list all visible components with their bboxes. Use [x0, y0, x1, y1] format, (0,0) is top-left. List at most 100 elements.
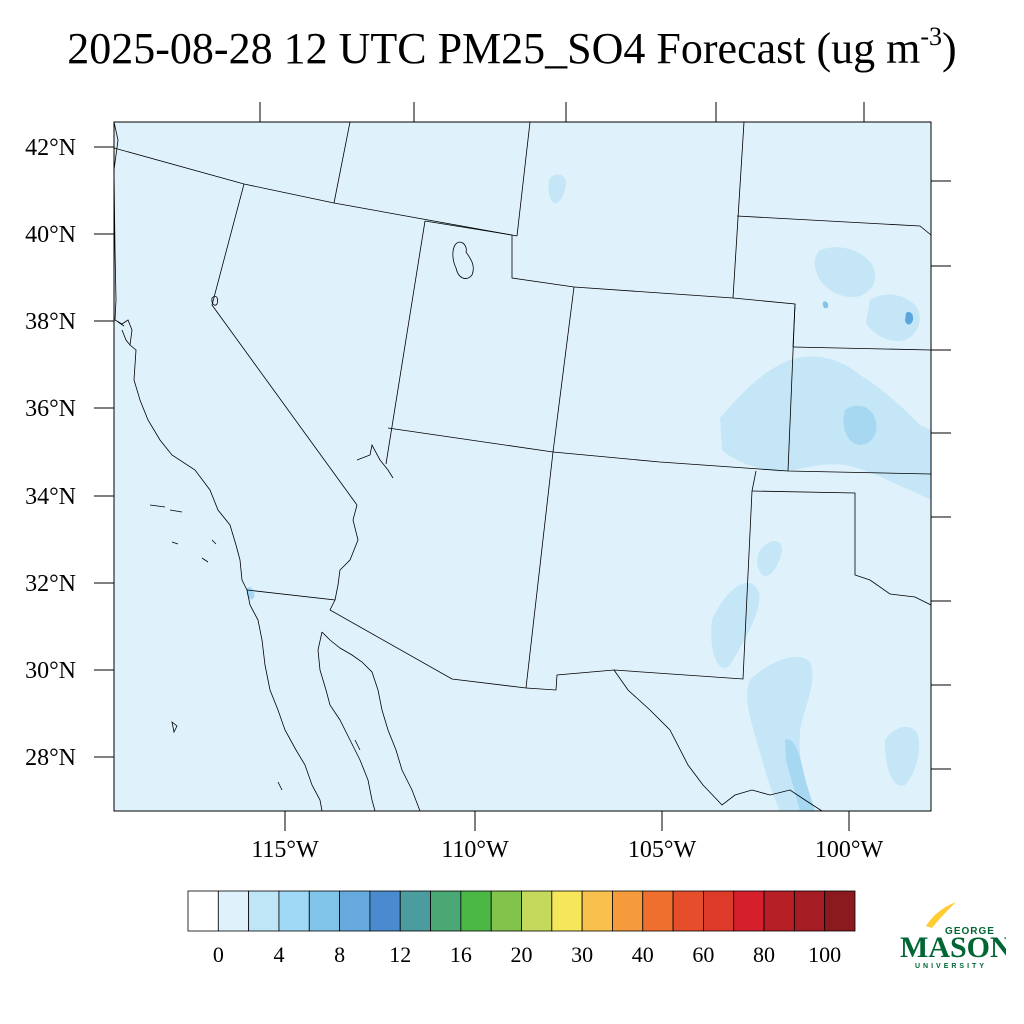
great-salt-lake — [452, 241, 474, 279]
colorbar-swatch — [430, 890, 462, 932]
border-co-nm — [552, 451, 931, 475]
colorbar-label: 60 — [692, 942, 714, 967]
colorbar-swatch — [308, 890, 340, 932]
gmu-logo: GEORGE MASON UNIVERSITY — [900, 902, 1006, 970]
colorbar-swatch — [763, 890, 795, 932]
border-nv-ut — [385, 220, 426, 465]
colorbar-swatch — [642, 890, 674, 932]
lat-label-42n: 42°N — [25, 135, 76, 161]
border-ut-co — [552, 286, 575, 453]
lon-label-110w: 110°W — [441, 837, 509, 863]
shade-region-ok — [843, 405, 877, 445]
colorbar-swatch — [612, 890, 644, 932]
lat-label-34n: 34°N — [25, 484, 76, 510]
colorbar-swatch — [703, 890, 735, 932]
lon-label-100w: 100°W — [815, 837, 884, 863]
bottom-ticks — [284, 811, 850, 831]
title-text: 2025-08-28 12 UTC PM25_SO4 Forecast (ug … — [67, 24, 921, 73]
border-wy-sd — [732, 122, 745, 299]
map-frame — [113, 121, 932, 812]
border-az-ca — [334, 504, 359, 601]
shade-region-texas-east — [884, 726, 920, 786]
colorbar-swatch — [278, 890, 310, 932]
colorbar-swatch — [399, 890, 431, 932]
colorbar-label: 80 — [753, 942, 775, 967]
lat-label-38n: 38°N — [25, 309, 76, 335]
gmu-logo-george: GEORGE — [945, 926, 995, 937]
shade-region-nm-streak — [711, 582, 760, 668]
colorbar-swatch — [490, 890, 522, 932]
river-colorado — [356, 443, 394, 479]
border-ut-az — [387, 427, 554, 453]
page-title: 2025-08-28 12 UTC PM25_SO4 Forecast (ug … — [0, 22, 1024, 74]
colorbar-swatch — [339, 890, 371, 932]
colorbar-label: 100 — [808, 942, 841, 967]
baja-islands — [171, 721, 361, 791]
lat-label-28n: 28°N — [25, 745, 76, 771]
lat-label-30n: 30°N — [25, 658, 76, 684]
colorbar-labels: 0 4 8 12 16 20 30 40 60 80 100 — [213, 942, 841, 967]
border-us-mexico — [246, 589, 527, 689]
sonora-coast — [321, 631, 421, 811]
colorbar-swatch — [217, 890, 250, 932]
border-ok-tx — [751, 490, 931, 606]
border-ca-nv — [211, 183, 358, 506]
colorbar-label: 30 — [571, 942, 593, 967]
colorbar-swatch — [460, 890, 492, 932]
border-ut-wy — [424, 220, 575, 288]
shade-region-kansas — [814, 247, 876, 298]
colorbar-label: 4 — [273, 942, 284, 967]
border-id-ut — [333, 122, 351, 204]
shade-region-plains — [720, 356, 931, 500]
lake-tahoe — [211, 296, 219, 306]
colorbar-swatch — [793, 890, 826, 932]
shade-region-wy — [548, 174, 566, 204]
shade-region-east-spot — [866, 294, 920, 341]
sf-bay — [117, 321, 131, 346]
concentration-shading — [246, 174, 931, 811]
top-ticks — [259, 102, 865, 122]
baja-east-coast — [317, 631, 376, 811]
lat-label-40n: 40°N — [25, 222, 76, 248]
shade-region-dark2 — [822, 301, 829, 309]
title-superscript: -3 — [920, 22, 943, 51]
colorbar-label: 16 — [450, 942, 472, 967]
colorbar-swatch — [187, 890, 219, 932]
lat-label-32n: 32°N — [25, 571, 76, 597]
title-close: ) — [942, 24, 957, 73]
california-coast — [114, 122, 248, 591]
colorbar-label: 12 — [389, 942, 411, 967]
colorbar-swatch — [581, 890, 613, 932]
colorbar-swatch — [733, 890, 765, 932]
lon-label-115w: 115°W — [251, 837, 319, 863]
colorbar-swatch — [551, 890, 583, 932]
colorbar-swatch — [824, 890, 856, 932]
longitude-labels: 115°W 110°W 105°W 100°W — [251, 837, 883, 863]
colorbar — [187, 890, 856, 932]
latitude-labels: 42°N 40°N 38°N 36°N 34°N 32°N 30°N 28°N — [25, 135, 76, 771]
political-boundaries — [114, 122, 931, 811]
left-ticks — [94, 146, 114, 758]
gmu-logo-university: UNIVERSITY — [915, 963, 987, 970]
right-ticks — [931, 180, 951, 770]
colorbar-label: 40 — [632, 942, 654, 967]
gmu-logo-mason: MASON — [900, 931, 1006, 964]
border-rio-grande — [613, 669, 823, 811]
border-az-nm — [525, 451, 554, 689]
channel-islands — [149, 504, 217, 563]
shade-region-tx-gulf — [785, 739, 815, 811]
gmu-logo-swoosh — [926, 902, 956, 928]
colorbar-label: 20 — [511, 942, 533, 967]
shade-region-dark1 — [905, 311, 914, 325]
border-ks-ok — [792, 346, 931, 351]
border-id-wy — [516, 122, 531, 237]
colorbar-swatch — [672, 890, 704, 932]
border-co-ks — [787, 303, 796, 472]
baja-west-coast — [246, 589, 323, 811]
colorbar-swatch — [248, 890, 280, 932]
border-sd-ne — [736, 215, 931, 236]
colorbar-label: 0 — [213, 942, 224, 967]
colorbar-swatch — [369, 890, 401, 932]
shade-region-nm-streak2 — [757, 541, 782, 576]
